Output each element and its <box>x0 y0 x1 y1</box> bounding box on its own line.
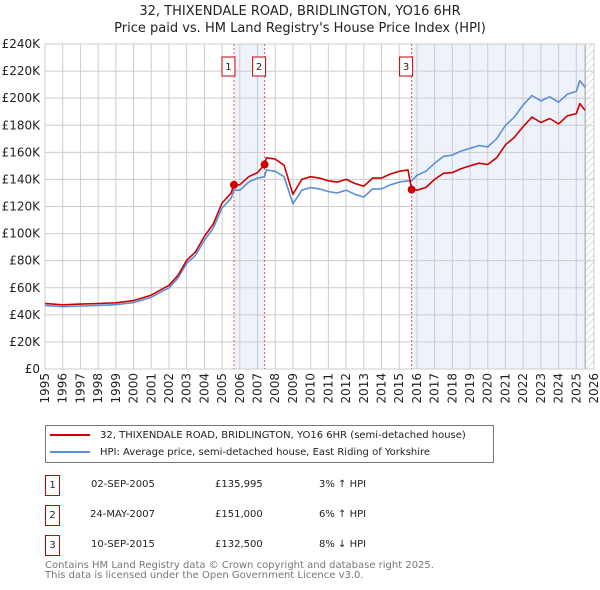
x-tick-label: 2007 <box>251 373 265 404</box>
x-tick-label: 2008 <box>268 373 282 404</box>
y-tick-label: £220K <box>2 64 42 78</box>
x-tick-label: 2009 <box>286 373 300 404</box>
legend-swatch-blue <box>50 451 90 453</box>
x-tick-label: 2021 <box>498 373 512 404</box>
hpi-diff: 3% ↑ HPI <box>319 479 367 490</box>
hpi-diff: 6% ↑ HPI <box>319 509 367 520</box>
x-tick-label: 2018 <box>445 373 459 404</box>
x-tick-label: 2000 <box>127 373 141 404</box>
sale-marker-box <box>399 56 414 77</box>
sale-date: 02-SEP-2005 <box>91 479 155 490</box>
sale-point <box>229 180 238 189</box>
y-tick-label: £180K <box>2 118 42 132</box>
price-chart: £0 £20K £40K £60K £80K £100K £120K £140K £160K £1… <box>2 37 600 404</box>
sale-date: 24-MAY-2007 <box>90 509 156 520</box>
x-tick-label: 2003 <box>180 373 194 404</box>
x-tick-label: 1998 <box>91 373 105 404</box>
sale-point <box>260 160 269 169</box>
sale-point <box>407 185 416 194</box>
x-tick-label: 2022 <box>516 373 530 404</box>
y-tick-label: £240K <box>2 37 42 51</box>
x-tick-label: 1999 <box>109 373 123 404</box>
y-tick-label: £60K <box>9 281 41 295</box>
x-tick-label: 2001 <box>144 373 158 404</box>
sale-price: £151,000 <box>215 509 263 520</box>
sale-marker-label: 1 <box>225 62 231 73</box>
x-tick-label: 1996 <box>56 373 70 404</box>
x-tick-label: 2013 <box>357 373 371 404</box>
sale-marker-label: 2 <box>256 62 262 73</box>
x-tick-label: 2019 <box>463 373 477 404</box>
x-tick-label: 2017 <box>428 373 442 404</box>
x-tick-label: 2024 <box>552 373 566 404</box>
chart-subtitle: Price paid vs. HM Land Registry's House … <box>114 21 486 36</box>
legend-swatch-red <box>50 434 90 436</box>
x-tick-label: 2005 <box>215 373 229 404</box>
x-tick-label: 2014 <box>374 373 388 404</box>
x-tick-label: 2004 <box>197 373 211 404</box>
x-tick-label: 2020 <box>481 373 495 404</box>
sale-marker-box <box>221 56 236 77</box>
sale-price: £132,500 <box>215 539 263 550</box>
sale-marker-label: 3 <box>403 62 409 73</box>
y-tick-label: £140K <box>2 172 42 186</box>
x-tick-label: 2026 <box>587 373 600 404</box>
marker-badge: 2 <box>45 505 60 526</box>
legend-item-hpi: HPI: Average price, semi-detached house,… <box>50 444 430 460</box>
y-tick-label: £20K <box>9 335 41 349</box>
sale-marker-box <box>252 56 267 77</box>
x-tick-label: 2025 <box>569 373 583 404</box>
legend-item-price: 32, THIXENDALE ROAD, BRIDLINGTON, YO16 6… <box>50 427 466 443</box>
y-tick-label: £0 <box>25 362 40 376</box>
footer-licence: This data is licensed under the Open Gov… <box>45 570 364 581</box>
hpi-diff: 8% ↓ HPI <box>319 539 367 550</box>
y-tick-label: £120K <box>2 200 42 214</box>
legend-label: 32, THIXENDALE ROAD, BRIDLINGTON, YO16 6… <box>100 429 466 441</box>
x-tick-label: 2012 <box>339 373 353 404</box>
legend: 32, THIXENDALE ROAD, BRIDLINGTON, YO16 6… <box>45 425 494 463</box>
y-tick-label: £40K <box>9 308 41 322</box>
x-tick-label: 1997 <box>73 373 87 404</box>
marker-badge: 3 <box>45 535 60 556</box>
legend-label: HPI: Average price, semi-detached house,… <box>100 446 431 458</box>
y-tick-label: £200K <box>2 91 42 105</box>
x-tick-label: 1995 <box>38 373 52 404</box>
price-paid-line <box>44 102 586 306</box>
x-tick-label: 2011 <box>321 373 335 404</box>
y-tick-label: £160K <box>2 145 42 159</box>
y-tick-label: £100K <box>2 227 42 241</box>
y-tick-label: £80K <box>9 254 41 268</box>
footer-copyright: Contains HM Land Registry data © Crown c… <box>45 560 434 571</box>
hpi-line <box>44 79 586 308</box>
x-tick-label: 2006 <box>233 373 247 404</box>
marker-badge: 1 <box>45 475 60 496</box>
x-tick-label: 2002 <box>162 373 176 404</box>
x-tick-label: 2016 <box>410 373 424 404</box>
x-tick-label: 2015 <box>392 373 406 404</box>
x-tick-label: 2023 <box>534 373 548 404</box>
chart-title: 32, THIXENDALE ROAD, BRIDLINGTON, YO16 6… <box>139 4 461 19</box>
x-tick-label: 2010 <box>304 373 318 404</box>
sale-price: £135,995 <box>215 479 263 490</box>
sale-date: 10-SEP-2015 <box>91 539 155 550</box>
